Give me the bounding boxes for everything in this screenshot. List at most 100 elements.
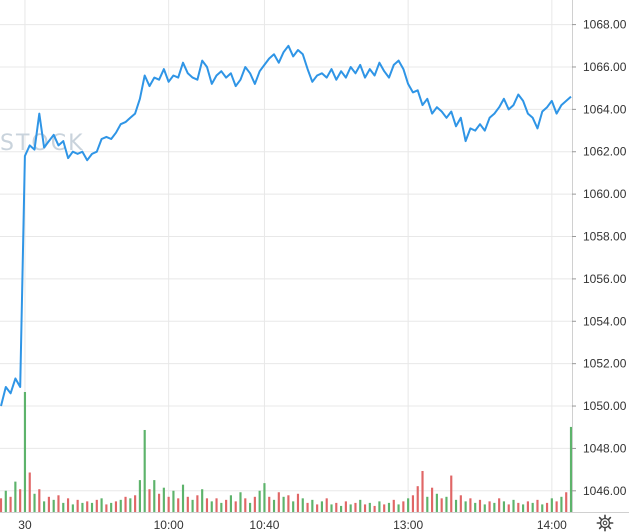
volume-bar <box>201 489 204 512</box>
y-tick-label: 1054.00 <box>583 314 627 328</box>
volume-bar <box>421 470 424 512</box>
volume-bar <box>124 496 127 512</box>
volume-bar <box>287 495 290 512</box>
volume-bar <box>210 501 213 512</box>
volume-bar <box>426 496 429 512</box>
volume-bar <box>555 501 558 512</box>
volume-bar <box>105 504 108 512</box>
volume-bar <box>167 496 170 512</box>
volume-bar <box>550 498 553 512</box>
volume-bar <box>445 496 448 512</box>
volume-bar <box>469 498 472 512</box>
x-axis: 30 10:00 10:40 13:00 14:00 <box>0 512 629 532</box>
volume-bar <box>483 504 486 512</box>
volume-bar <box>0 498 3 512</box>
volume-bar <box>440 498 443 512</box>
volume-bar <box>435 493 438 512</box>
volume-bar <box>66 498 70 512</box>
volume-bar <box>359 499 362 512</box>
volume-bars <box>0 392 573 512</box>
volume-bar <box>23 392 27 512</box>
volume-bar <box>191 499 194 512</box>
volume-bar <box>522 504 525 512</box>
volume-bar <box>143 429 146 512</box>
volume-bar <box>215 498 218 512</box>
volume-bar <box>43 501 46 512</box>
y-tick-label: 1060.00 <box>583 187 627 201</box>
volume-bar <box>454 499 458 512</box>
volume-bar <box>172 490 175 512</box>
volume-bar <box>512 499 515 512</box>
y-tick-label: 1062.00 <box>583 145 627 159</box>
volume-bar <box>47 496 50 512</box>
volume-bar <box>239 492 242 512</box>
volume-bar <box>263 483 266 512</box>
volume-bar <box>402 501 405 512</box>
volume-bar <box>517 502 520 512</box>
volume-bar <box>253 496 256 512</box>
price-line <box>0 44 572 407</box>
y-tick-label: 1066.00 <box>583 60 627 74</box>
volume-bar <box>272 499 276 512</box>
y-tick-label: 1068.00 <box>583 18 627 32</box>
volume-bar <box>354 502 357 512</box>
volume-bar <box>57 495 60 512</box>
volume-bar <box>62 502 65 512</box>
volume-bar <box>373 505 376 512</box>
volume-bar <box>464 501 467 512</box>
volume-bar <box>28 472 31 512</box>
volume-bar <box>536 499 539 512</box>
volume-bar <box>344 501 347 512</box>
volume-bar <box>52 499 55 512</box>
volume-bar <box>19 489 22 512</box>
volume-bar <box>90 502 94 512</box>
volume-bar <box>9 496 12 512</box>
volume-bar <box>502 501 506 512</box>
volume-bar <box>545 502 549 512</box>
volume-bar <box>478 499 482 512</box>
volume-bar <box>134 495 137 512</box>
volume-bar <box>296 493 300 512</box>
volume-bar <box>488 501 491 512</box>
volume-bar <box>229 495 232 512</box>
volume-bar <box>153 480 156 512</box>
volume-bar <box>431 487 434 512</box>
volume-bar <box>114 501 118 512</box>
volume-bar <box>392 499 395 512</box>
volume-bar <box>95 499 98 512</box>
gear-icon[interactable] <box>596 514 614 532</box>
volume-bar <box>282 496 285 512</box>
volume-bar <box>541 504 544 512</box>
volume-bar <box>110 502 113 512</box>
volume-bar <box>292 501 295 512</box>
volume-bar <box>316 504 319 512</box>
y-tick-label: 1046.00 <box>583 484 627 498</box>
y-tick-label: 1052.00 <box>583 357 627 371</box>
volume-bar <box>76 499 79 512</box>
volume-bar <box>148 489 151 512</box>
price-line-layer <box>0 44 572 407</box>
volume-bar <box>100 498 103 512</box>
x-tick-label: 13:00 <box>393 518 423 532</box>
volume-bar <box>325 498 328 512</box>
volume-bar <box>268 496 271 512</box>
x-tick-label: 10:40 <box>249 518 279 532</box>
volume-bar <box>248 502 252 512</box>
volume-bar <box>560 496 563 512</box>
volume-bar <box>129 498 132 512</box>
volume-bar <box>397 504 400 512</box>
volume-bar <box>459 495 462 512</box>
volume-bar <box>526 501 529 512</box>
y-tick-label: 1056.00 <box>583 272 627 286</box>
volume-bar <box>330 504 333 512</box>
watermark: STOCK <box>0 131 85 156</box>
volume-bar <box>474 502 477 512</box>
volume-bar <box>14 481 17 512</box>
volume-bar <box>387 502 391 512</box>
volume-bar <box>186 496 189 512</box>
volume-bar <box>349 504 352 512</box>
volume-bar <box>383 504 386 512</box>
volume-bar <box>507 504 510 512</box>
volume-bar <box>416 486 419 512</box>
